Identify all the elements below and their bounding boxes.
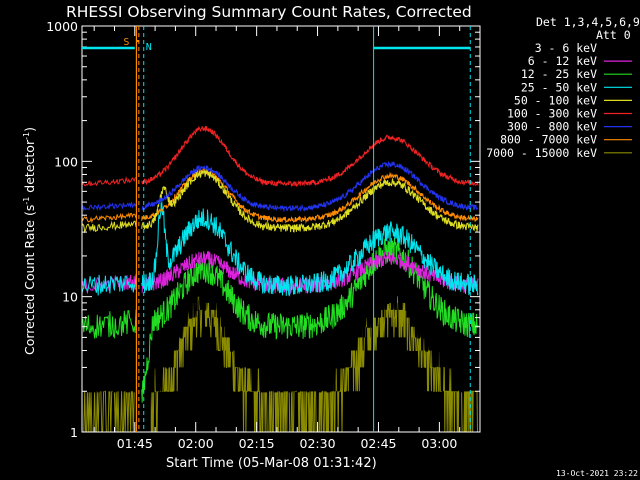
axes: 1 10 100 1000 01:45 02:00 02:15 02:30 02:45 03:00 [46,19,481,451]
plot-area [82,125,480,432]
series-line [141,160,479,213]
legend-label: 300 - 800 keV [507,120,597,134]
plot-frame [81,25,481,433]
series-line [141,168,479,233]
night-marker-label: N [146,42,152,53]
series-line-early [82,220,137,234]
y-axis-label: Corrected Count Rate (s-1 detector-1) [22,127,37,355]
series-line-early [82,350,136,393]
x-tick-label: 03:00 [421,436,457,451]
series-line [141,194,479,297]
series-line [141,262,480,432]
y-tick-label: 1000 [46,19,78,34]
chart-title: RHESSI Observing Summary Count Rates, Co… [66,3,472,21]
series-line [141,125,479,188]
y-tick-label: 1 [70,425,78,440]
legend-label: 3 - 6 keV [535,41,597,55]
legend-label: 7000 - 15000 keV [486,146,597,160]
series-line-early [82,309,137,339]
series-line-early [82,212,137,224]
x-tick-label: 02:15 [239,436,275,451]
series-line-early [82,201,137,212]
legend-label: 800 - 7000 keV [500,133,597,147]
saa-marker-label: S [123,37,129,48]
legend-label: 50 - 100 keV [514,93,597,107]
x-tick-label: 02:00 [178,436,214,451]
x-axis-label: Start Time (05-Mar-08 01:31:42) [166,456,377,471]
series-line [141,237,479,403]
render-timestamp: 13-Oct-2021 23:22 [556,469,638,478]
legend-label: 25 - 50 keV [521,80,597,94]
series-line-early [82,274,137,296]
x-tick-label: 01:45 [117,436,153,451]
x-tick-label: 02:30 [300,436,336,451]
legend-label: 12 - 25 keV [521,67,597,81]
series-line-early [82,274,137,294]
legend-label: 100 - 300 keV [507,107,597,121]
legend-header-line1: Det 1,3,4,5,6,9, [536,15,640,29]
legend-header-line2: Att 0 [596,28,631,42]
legend-label: 6 - 12 keV [528,54,597,68]
y-tick-label: 100 [54,154,78,169]
x-tick-label: 02:45 [360,436,396,451]
y-tick-label: 10 [62,290,78,305]
series-line-early [82,175,137,187]
series-line [141,167,479,224]
